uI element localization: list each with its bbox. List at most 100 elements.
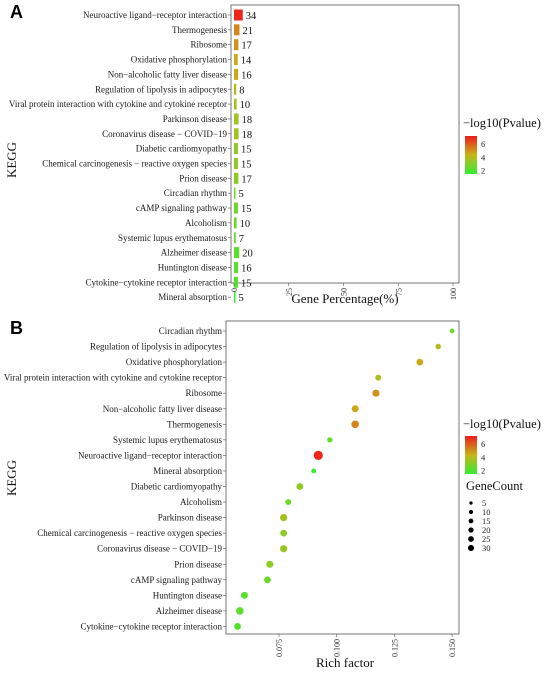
panel-b-category-label: Regulation of lipolysis in adipocytes xyxy=(90,342,222,352)
panel-b-point xyxy=(285,499,292,506)
panel-a-bar xyxy=(234,291,236,303)
panel-a-bar xyxy=(234,232,236,244)
panel-b-xtick-label: 0.100 xyxy=(333,639,342,657)
panel-b-point xyxy=(327,437,333,443)
panel-a-value-label: 21 xyxy=(242,26,253,37)
panel-a-category-label: Mineral absorption xyxy=(158,292,227,302)
panel-a-xlabel: Gene Percentage(%) xyxy=(291,291,398,306)
panel-a-bar xyxy=(234,39,239,51)
panel-a-category-label: Alcoholism xyxy=(185,218,227,228)
panel-a-value-label: 16 xyxy=(241,263,252,274)
panel-a-bar xyxy=(234,247,240,259)
panel-b-size-legend-dot xyxy=(467,544,475,552)
panel-a-legend-tick: 4 xyxy=(481,152,486,162)
panel-b-legend-title: −log10(Pvalue) xyxy=(463,417,541,431)
panel-b-size-legend-title: GeneCount xyxy=(466,479,523,493)
panel-b-size-legend-label: 5 xyxy=(482,498,486,508)
panel-b-category-label: Neuroactive ligand−receptor interaction xyxy=(78,450,223,460)
panel-a-value-label: 15 xyxy=(241,160,252,171)
panel-a-value-label: 18 xyxy=(242,130,253,141)
panel-a-bar xyxy=(234,261,239,273)
panel-b-category-label: Ribosome xyxy=(185,388,222,398)
panel-a-value-label: 16 xyxy=(241,70,252,81)
panel-a-bar xyxy=(234,143,238,155)
panel-b-point xyxy=(311,468,317,474)
panel-b-point xyxy=(351,420,360,429)
panel-a-bar xyxy=(234,68,239,80)
panel-b-category-label: cAMP signaling pathway xyxy=(131,575,223,585)
panel-a-value-label: 5 xyxy=(239,189,244,200)
panel-b-point xyxy=(240,591,248,599)
panel-a-category-label: Prion disease xyxy=(179,173,227,183)
panel-a-bar xyxy=(234,83,237,95)
panel-a-legend-title: −log10(Pvalue) xyxy=(463,116,541,130)
panel-b-letter: B xyxy=(10,318,23,338)
panel-b-colorbar xyxy=(465,436,477,474)
panel-b-point xyxy=(280,529,288,537)
panel-a-value-label: 15 xyxy=(241,204,252,215)
panel-a-category-label: Chemical carcinogenesis − reactive oxyge… xyxy=(42,159,227,169)
panel-a-category-label: cAMP signaling pathway xyxy=(136,203,228,213)
panel-b-point xyxy=(234,623,241,630)
panel-a-category-label: Alzheimer disease xyxy=(161,248,227,258)
panel-a-value-label: 7 xyxy=(239,234,244,245)
panel-b-point xyxy=(351,405,359,413)
panel-a-value-label: 10 xyxy=(240,100,251,111)
panel-a-category-label: Systemic lupus erythematosus xyxy=(118,233,227,243)
panel-a-bar xyxy=(234,202,238,214)
panel-b-category-label: Alzheimer disease xyxy=(156,606,222,616)
panel-a-letter: A xyxy=(10,2,23,22)
panel-a-bar xyxy=(234,9,243,21)
panel-b-category-label: Thermogenesis xyxy=(167,419,222,429)
panel-b-category-label: Alcoholism xyxy=(180,497,222,507)
panel-a-xtick-label: 0 xyxy=(230,288,239,292)
panel-a-bar xyxy=(234,158,238,169)
panel-a-value-label: 20 xyxy=(242,249,253,260)
panel-a-legend-tick: 6 xyxy=(481,139,485,149)
panel-b-ylabel: KEGG xyxy=(4,460,19,496)
panel-a-category-label: Non−alcoholic fatty liver disease xyxy=(108,69,227,79)
panel-a-value-label: 10 xyxy=(240,219,251,230)
panel-b-category-label: Chemical carcinogenesis − reactive oxyge… xyxy=(37,528,222,538)
panel-a-plot-border xyxy=(230,4,460,284)
panel-b-point xyxy=(296,483,304,490)
panel-a-category-label: Coronavirus disease − COVID−19 xyxy=(102,129,227,139)
panel-a-value-label: 14 xyxy=(241,56,252,67)
panel-a-value-label: 15 xyxy=(241,278,252,289)
panel-b-category-label: Mineral absorption xyxy=(153,466,222,476)
panel-a-category-label: Huntington disease xyxy=(158,262,227,272)
panel-a-bar xyxy=(234,187,236,199)
panel-a-value-label: 8 xyxy=(239,85,244,96)
panel-b-size-legend-label: 25 xyxy=(482,534,491,544)
panel-b-point xyxy=(449,328,455,334)
panel-a-bar xyxy=(234,54,238,66)
panel-b-point xyxy=(280,513,288,522)
panel-b-size-legend-dot xyxy=(469,501,473,505)
panel-a-xtick-label: 25 xyxy=(285,288,294,296)
panel-a-value-label: 17 xyxy=(241,41,252,52)
panel-b-size-legend-dot xyxy=(468,527,474,533)
panel-b-point xyxy=(375,374,382,381)
panel-b-category-label: Cytokine−cytokine receptor interaction xyxy=(80,621,222,631)
panel-a-bar xyxy=(234,113,239,125)
panel-a-bar xyxy=(234,128,239,140)
panel-a-colorbar xyxy=(465,136,477,174)
panel-b-category-label: Coronavirus disease − COVID−19 xyxy=(97,544,222,554)
panel-a-value-label: 34 xyxy=(246,11,257,22)
panel-a-legend-tick: 2 xyxy=(481,166,485,176)
panel-a-bar xyxy=(234,172,239,184)
panel-b-category-label: Systemic lupus erythematosus xyxy=(113,435,222,445)
panel-a-bar xyxy=(234,217,237,229)
panel-b-category-label: Viral protein interaction with cytokine … xyxy=(4,373,222,383)
panel-a-category-label: Parkinson disease xyxy=(163,114,227,124)
panel-a-category-label: Regulation of lipolysis in adipocytes xyxy=(95,84,227,94)
panel-a-category-label: Cytokine−cytokine receptor interaction xyxy=(85,277,227,287)
panel-b-legend-tick: 2 xyxy=(481,466,485,476)
panel-b-xtick-label: 0.150 xyxy=(448,639,457,657)
panel-a-category-label: Circadian rhythm xyxy=(164,188,227,198)
panel-b-size-legend-dot xyxy=(468,509,474,515)
panel-a-value-label: 5 xyxy=(239,293,244,304)
panel-a-bar xyxy=(234,98,237,110)
panel-b-xlabel: Rich factor xyxy=(316,655,375,670)
